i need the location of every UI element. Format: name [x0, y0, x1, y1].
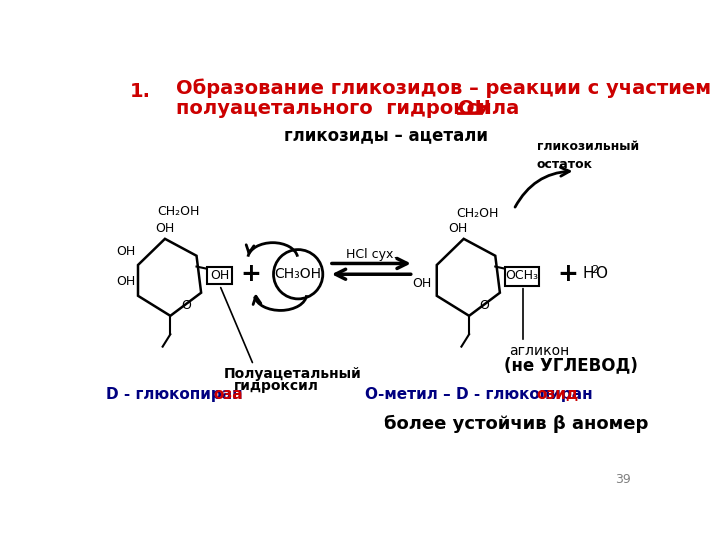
Text: О-метил – D - глюкопиран: О-метил – D - глюкопиран	[365, 387, 593, 402]
Text: O: O	[181, 299, 191, 312]
Text: H: H	[582, 266, 594, 281]
Text: OH: OH	[155, 221, 174, 234]
Text: (не УГЛЕВОД): (не УГЛЕВОД)	[504, 356, 638, 374]
Text: OH: OH	[449, 221, 467, 234]
Text: CH₂OH: CH₂OH	[157, 205, 199, 218]
Text: CH₃OH: CH₃OH	[274, 267, 322, 281]
Text: более устойчив β аномер: более устойчив β аномер	[384, 415, 649, 433]
Text: O: O	[480, 299, 490, 312]
Text: OCH₃: OCH₃	[505, 269, 538, 282]
FancyBboxPatch shape	[505, 267, 539, 286]
FancyBboxPatch shape	[207, 267, 232, 284]
Text: полуацетального  гидроксила: полуацетального гидроксила	[176, 99, 526, 118]
Text: Полуацетальный: Полуацетальный	[224, 367, 362, 381]
Text: оза: оза	[213, 387, 243, 402]
Text: O: O	[595, 266, 608, 281]
Text: +: +	[240, 262, 261, 286]
Text: OH: OH	[117, 275, 135, 288]
Text: OH: OH	[412, 277, 431, 290]
Text: OH: OH	[210, 268, 229, 281]
Text: OH: OH	[117, 245, 135, 258]
Text: CH₂OH: CH₂OH	[456, 207, 498, 220]
Text: озид: озид	[537, 387, 579, 402]
Text: HCl сух.: HCl сух.	[346, 248, 397, 261]
Text: агликон: агликон	[509, 343, 570, 357]
Text: -: -	[482, 99, 487, 113]
Text: гидроксил: гидроксил	[234, 379, 319, 393]
Text: +: +	[557, 262, 578, 286]
Text: ОН: ОН	[457, 99, 490, 118]
Text: гликозиды – ацетали: гликозиды – ацетали	[284, 126, 488, 144]
Text: 39: 39	[615, 473, 631, 486]
Text: гликозильный
остаток: гликозильный остаток	[537, 140, 639, 171]
Text: Образование гликозидов – реакции с участием: Образование гликозидов – реакции с участ…	[176, 79, 711, 98]
Text: 1.: 1.	[130, 82, 151, 101]
Text: 2: 2	[590, 265, 598, 275]
Text: D - глюкопиран: D - глюкопиран	[106, 387, 243, 402]
